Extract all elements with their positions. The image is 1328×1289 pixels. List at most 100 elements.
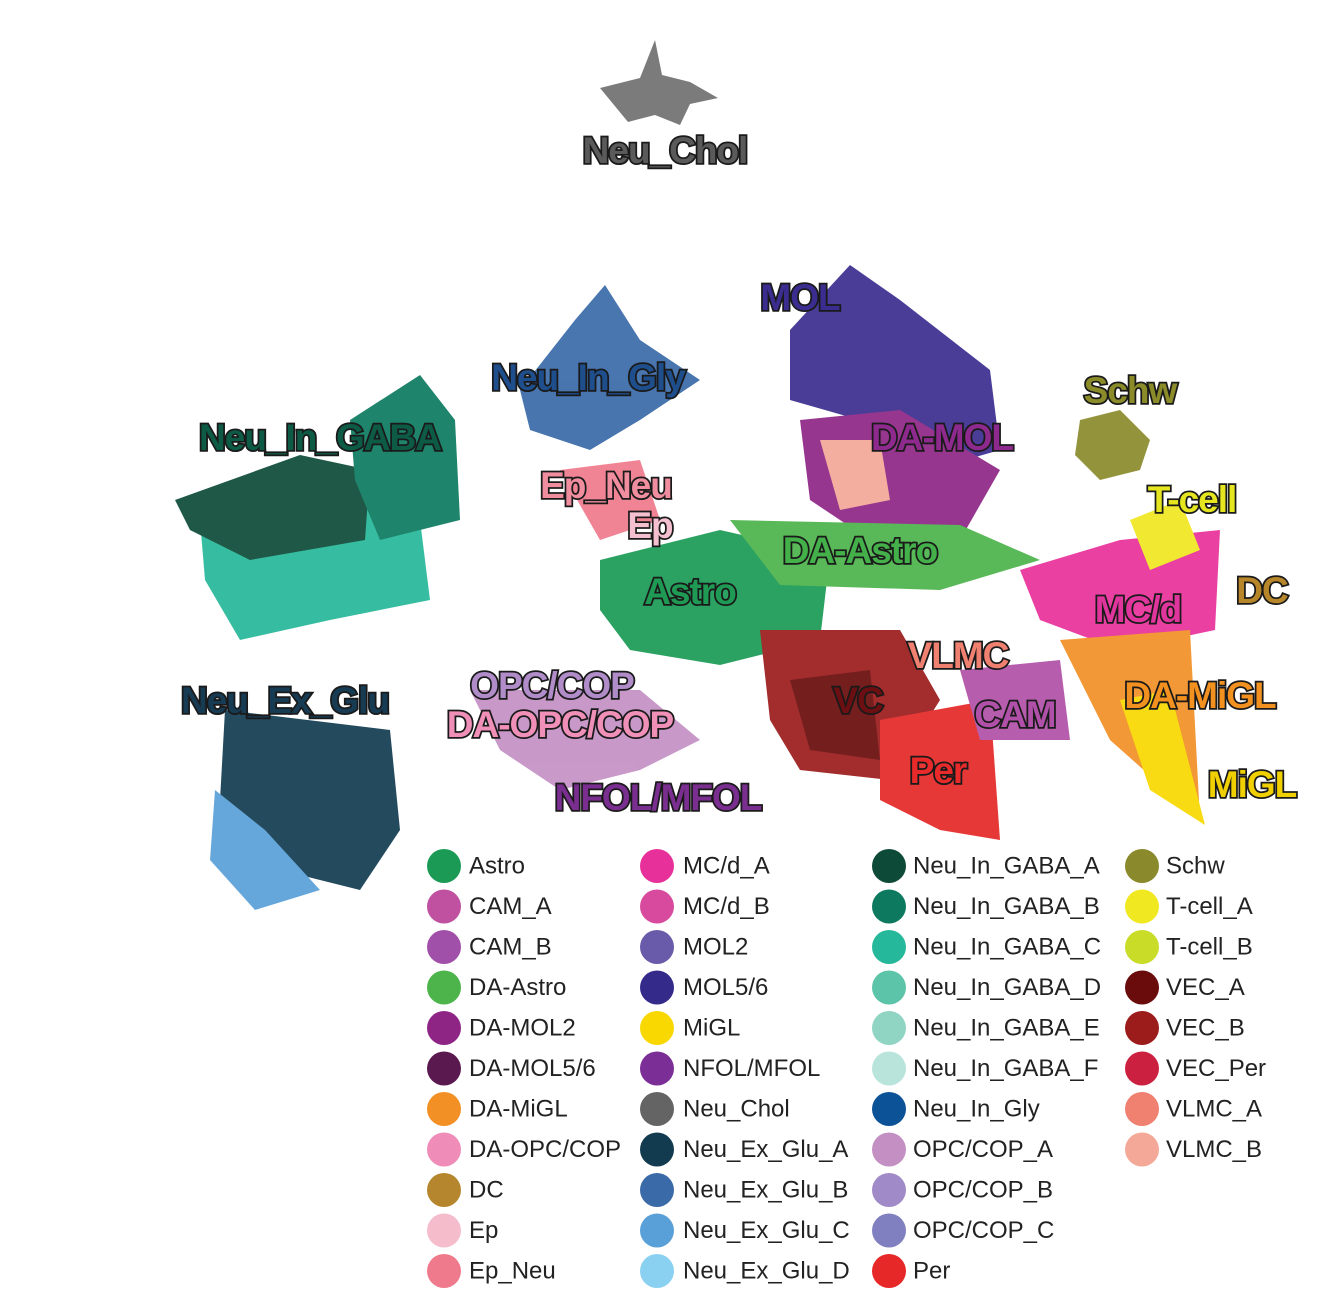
legend-swatch [1125,1132,1159,1167]
legend-label: DC [469,1176,504,1203]
legend-label: DA-Astro [469,974,566,1001]
legend-swatch [1125,1092,1159,1126]
cluster-label: MC/d [1095,589,1181,630]
legend-swatch [1125,930,1159,964]
legend-label: Neu_In_GABA_D [913,974,1101,1001]
cluster-label: T-cell [1148,479,1237,520]
legend-swatch [640,970,674,1005]
legend-swatch [640,1254,674,1288]
cluster-label: Neu_In_GABA [199,417,441,458]
legend-swatch [872,1254,906,1288]
legend-label: OPC/COP_B [913,1176,1053,1203]
legend-swatch [1125,849,1159,883]
cluster-blob [560,460,660,540]
legend-label: VEC_A [1166,974,1245,1001]
legend: Astro CAM_A CAM_B DA-Astro DA-MOL2 DA-MOL5/6 D… [427,849,1266,1288]
cluster-label: Neu_Chol [583,130,748,171]
legend-swatch [640,930,674,964]
cluster-blob [1120,690,1205,825]
cluster-blob [790,265,1000,470]
legend-label: Astro [469,852,525,879]
cluster-blob [470,690,700,790]
cluster-label: Neu_In_Gly [491,357,686,398]
legend-swatch [872,1173,906,1207]
legend-swatch [427,1213,461,1248]
cluster-blob [210,790,320,910]
cluster-label: MiGL [1208,764,1297,805]
legend-label: VLMC_B [1166,1136,1262,1163]
legend-label: MiGL [683,1014,740,1041]
cluster-blob [350,375,460,540]
legend-swatch [427,1011,461,1045]
cluster-label: Ep [627,505,673,546]
legend-swatch [872,970,906,1005]
legend-swatch [872,1213,906,1248]
legend-swatch [427,1092,461,1126]
legend-swatch [427,970,461,1005]
legend-swatch [427,1132,461,1167]
cluster-label: Schw [1084,370,1178,411]
legend-swatch [640,1173,674,1207]
cluster-blob [960,660,1070,740]
legend-label: Schw [1166,852,1225,879]
legend-swatch [640,1092,674,1126]
cluster-label: DA-MiGL [1124,675,1276,716]
cluster-blob [820,440,890,510]
cluster-blob [1075,410,1150,480]
legend-label: VEC_Per [1166,1055,1266,1082]
legend-swatch [640,849,674,883]
cluster-label: Ep_Neu [540,465,672,506]
legend-label: Ep [469,1217,498,1244]
legend-swatch [640,889,674,924]
cluster-blob [880,700,1000,840]
legend-label: DA-MiGL [469,1095,568,1122]
legend-label: CAM_B [469,933,552,960]
cluster-label: CAM [974,694,1055,735]
legend-label: MOL2 [683,933,748,960]
cluster-label: VC [833,680,883,721]
legend-label: MOL5/6 [683,974,768,1001]
legend-swatch [872,889,906,924]
legend-label: Neu_In_GABA_A [913,852,1100,879]
cluster-label: DC [1236,570,1288,611]
legend-swatch [427,849,461,883]
cluster-label: VLMC [908,635,1009,676]
legend-label: DA-OPC/COP [469,1136,621,1163]
legend-swatch [427,1051,461,1086]
legend-swatch [1125,970,1159,1005]
legend-label: Ep_Neu [469,1257,556,1284]
legend-label: OPC/COP_C [913,1217,1054,1244]
legend-swatch [872,1011,906,1045]
legend-swatch [427,1254,461,1288]
legend-label: DA-MOL5/6 [469,1055,596,1082]
legend-swatch [872,1132,906,1167]
cluster-labels: Neu_Chol MOL Neu_In_Gly Schw Neu_In_GABA… [179,128,1299,820]
clusters [175,40,1220,910]
legend-label: CAM_A [469,893,552,920]
cluster-label: DA-Astro [783,530,938,571]
legend-label: T-cell_B [1166,933,1253,960]
legend-swatch [640,1051,674,1086]
legend-label: OPC/COP_A [913,1136,1053,1163]
legend-swatch [640,1213,674,1248]
legend-label: Neu_Ex_Glu_C [683,1217,850,1244]
cluster-label: NFOL/MFOL [555,777,762,818]
cluster-label: DA-MOL [871,417,1013,458]
legend-label: Neu_In_GABA_E [913,1014,1100,1041]
legend-swatch [872,1092,906,1126]
cluster-label: Astro [644,571,736,612]
legend-swatch [1125,889,1159,924]
legend-label: Per [913,1257,950,1284]
cluster-blob [790,670,880,760]
cluster-blob [520,285,700,450]
legend-label: Neu_Ex_Glu_A [683,1136,848,1163]
cluster-label: DA-OPC/COP [447,704,674,745]
cluster-blob [730,520,1040,590]
legend-label: MC/d_A [683,852,770,879]
legend-label: Neu_Ex_Glu_B [683,1176,848,1203]
legend-swatch [640,1132,674,1167]
cluster-blob [600,40,718,125]
legend-label: NFOL/MFOL [683,1055,820,1082]
legend-label: DA-MOL2 [469,1014,576,1041]
